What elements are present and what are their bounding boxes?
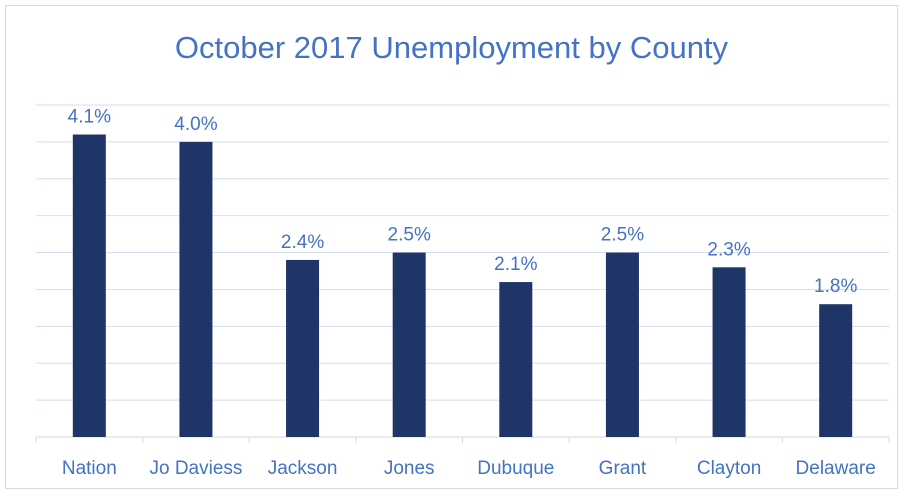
- category-label: Grant: [599, 458, 647, 479]
- category-label: Jo Daviess: [149, 458, 242, 479]
- bar-clayton: [712, 267, 746, 437]
- gridlines: [36, 104, 889, 401]
- category-label: Nation: [62, 458, 117, 479]
- bars: [72, 134, 853, 437]
- data-label: 1.8%: [814, 276, 857, 297]
- category-label: Clayton: [697, 458, 761, 479]
- data-label: 2.5%: [388, 225, 431, 246]
- bar-nation: [72, 134, 106, 437]
- bar-dubuque: [499, 282, 533, 437]
- data-label: 4.0%: [174, 114, 217, 135]
- bar-jackson: [286, 259, 320, 437]
- category-label: Delaware: [796, 458, 876, 479]
- chart-frame: [5, 5, 898, 489]
- category-label: Jackson: [268, 458, 338, 479]
- bar-delaware: [819, 304, 853, 437]
- bar-jo-daviess: [179, 141, 213, 437]
- data-label: 2.4%: [281, 232, 324, 253]
- bar-jones: [392, 252, 426, 437]
- category-label: Jones: [384, 458, 435, 479]
- category-label: Dubuque: [477, 458, 554, 479]
- data-label: 2.3%: [707, 239, 750, 260]
- data-label: 2.5%: [601, 225, 644, 246]
- data-label: 2.1%: [494, 254, 537, 275]
- data-labels: 4.1% 4.0% 2.4% 2.5% 2.1% 2.5% 2.3% 1.8%: [68, 107, 858, 298]
- x-axis-ticks: [35, 437, 890, 443]
- data-label: 4.1%: [68, 107, 111, 128]
- category-labels: Nation Jo Daviess Jackson Jones Dubuque Grant…: [62, 458, 876, 479]
- chart-title: October 2017 Unemployment by County: [174, 30, 729, 65]
- bar-grant: [605, 252, 639, 437]
